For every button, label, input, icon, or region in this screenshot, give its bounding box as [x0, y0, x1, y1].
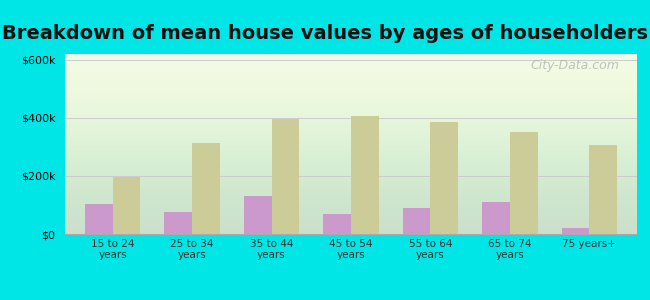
- Bar: [562, 228, 590, 234]
- Bar: [244, 196, 272, 234]
- Bar: [402, 208, 430, 234]
- Bar: [590, 146, 617, 234]
- Bar: [351, 116, 379, 234]
- Text: City-Data.com: City-Data.com: [531, 59, 620, 72]
- Bar: [192, 142, 220, 234]
- Bar: [85, 203, 112, 234]
- Text: Breakdown of mean house values by ages of householders: Breakdown of mean house values by ages o…: [2, 24, 648, 43]
- Bar: [112, 177, 140, 234]
- Bar: [430, 122, 458, 234]
- Bar: [164, 212, 192, 234]
- Bar: [482, 202, 510, 234]
- Bar: [272, 119, 300, 234]
- Bar: [510, 132, 538, 234]
- Bar: [323, 214, 351, 234]
